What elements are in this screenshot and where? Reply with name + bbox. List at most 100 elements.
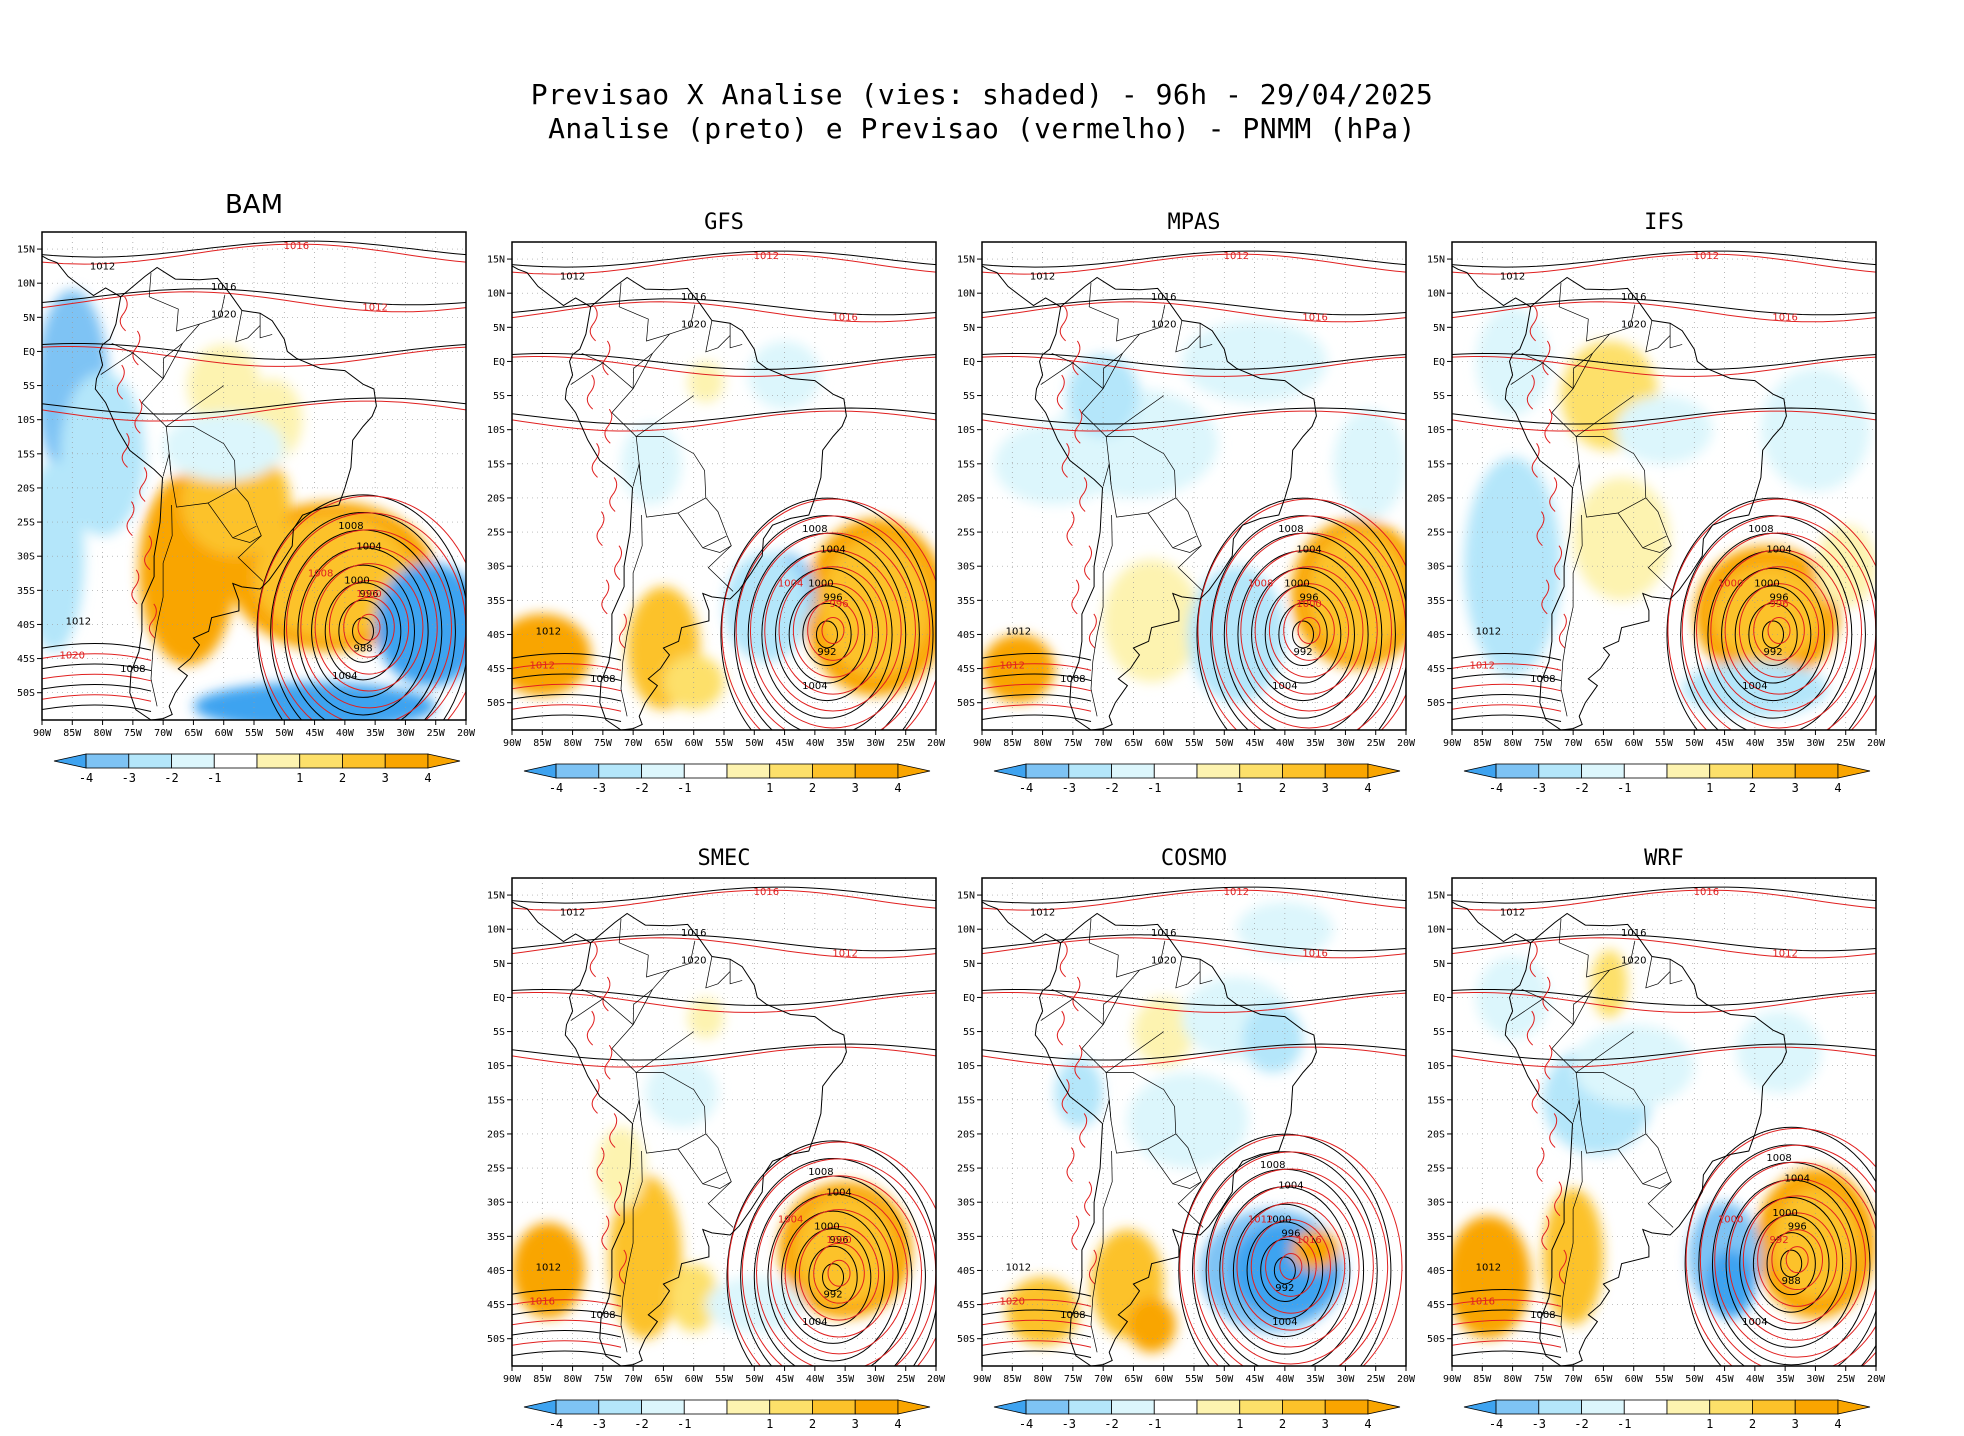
lat-label: 15S [1427, 459, 1445, 470]
colorbar-label: -2 [164, 771, 178, 785]
colorbar-label: -3 [1062, 781, 1076, 795]
lat-label: 20S [487, 493, 505, 504]
forecast-isobar [614, 1181, 623, 1217]
forecast-isobar-label: 1000 [1296, 599, 1321, 610]
lat-label: EQ [963, 357, 975, 368]
forecast-isobar [42, 346, 466, 367]
analysis-isobar [512, 714, 622, 723]
forecast-isobar [131, 569, 140, 605]
colorbar-label: -2 [634, 1417, 648, 1431]
coastline [1452, 265, 1531, 308]
isobar-label: 1004 [1766, 545, 1791, 556]
low-center-label: 992 [1293, 647, 1312, 658]
bias-area [42, 460, 85, 652]
lat-label: 40S [487, 1266, 505, 1277]
lat-label: 25S [957, 528, 975, 539]
lat-label: 20S [957, 1129, 975, 1140]
colorbar-swatch [1794, 763, 1839, 779]
figure-title-line1: Previsao X Analise (vies: shaded) - 96h … [530, 78, 1434, 111]
forecast-isobar [609, 477, 618, 512]
forecast-isobar [784, 1209, 894, 1338]
forecast-isobar [807, 600, 859, 661]
lat-label: 30S [487, 1198, 505, 1209]
lon-label: 90W [973, 1374, 992, 1385]
analysis-isobar [1452, 886, 1876, 904]
analysis-isobar [982, 1309, 1092, 1318]
country-border [1572, 1099, 1582, 1123]
colorbar-swatch [213, 753, 258, 769]
bias-area [512, 1222, 585, 1319]
forecast-isobar-label: 1016 [1694, 887, 1719, 898]
forecast-isobar [1056, 374, 1065, 410]
isobar-label: 1016 [681, 292, 706, 303]
coastline [982, 265, 1061, 308]
country-border [632, 989, 653, 1025]
analysis-isobar [788, 585, 866, 684]
lat-label: 15S [487, 1095, 505, 1106]
isobar-label: 996 [1770, 592, 1789, 603]
analysis-isobar [512, 1043, 936, 1061]
colorbar-swatch [1709, 1399, 1753, 1415]
isobar-label: 996 [823, 592, 842, 603]
isobar-label: 1000 [1772, 1208, 1797, 1219]
forecast-isobar [1071, 1215, 1080, 1251]
country-border [1558, 282, 1610, 342]
lon-label: 20W [927, 738, 946, 749]
lon-label: 80W [1034, 1374, 1053, 1385]
colorbar-swatch [128, 753, 172, 769]
lon-label: 75W [1064, 738, 1083, 749]
colorbar-label: 3 [852, 1417, 859, 1431]
lon-label: 60W [1155, 1374, 1174, 1385]
forecast-isobar [1542, 976, 1551, 1012]
forecast-isobar [827, 1259, 851, 1287]
analysis-isobar [1237, 550, 1369, 719]
lat-label: 25S [1427, 528, 1445, 539]
colorbar-label: 2 [1279, 1417, 1286, 1431]
isobar-label: 1004 [1742, 1317, 1767, 1328]
colorbar-label: -4 [1019, 1417, 1033, 1431]
isobar-label: 1012 [1030, 272, 1055, 283]
colorbar-swatch [1025, 763, 1070, 779]
country-border [570, 362, 604, 385]
lon-label: 80W [564, 1374, 583, 1385]
lon-label: 70W [1564, 1374, 1583, 1385]
forecast-isobar-label: 996 [1770, 599, 1789, 610]
analysis-isobar [982, 298, 1406, 316]
colorbar-label: -4 [1019, 781, 1033, 795]
forecast-isobar [144, 535, 153, 571]
forecast-isobar [982, 683, 1092, 692]
analysis-isobar [982, 886, 1406, 904]
forecast-isobar [1785, 1246, 1809, 1274]
isobar-label: 1012 [560, 272, 585, 283]
forecast-isobar [1452, 937, 1876, 959]
forecast-isobar-label: 1012 [362, 302, 387, 313]
lon-label: 30W [866, 738, 885, 749]
forecast-isobar [357, 613, 381, 641]
forecast-isobar-label: 1012 [754, 251, 779, 262]
lat-label: 40S [487, 630, 505, 641]
lat-label: 5S [493, 1027, 505, 1038]
lon-label: 25W [1367, 738, 1386, 749]
lon-label: 30W [1336, 1374, 1355, 1385]
forecast-isobar-label: 1012 [832, 948, 857, 959]
analysis-isobar [1292, 620, 1315, 649]
analysis-isobar [1191, 1151, 1378, 1366]
lon-label: 40W [806, 738, 825, 749]
isobar-label: 1016 [211, 282, 236, 293]
forecast-isobar [982, 937, 1406, 959]
country-border [1560, 514, 1583, 717]
forecast-isobar [1452, 253, 1876, 275]
country-border [1051, 988, 1104, 1025]
analysis-isobar [982, 1350, 1092, 1359]
lat-label: 10N [957, 925, 975, 936]
analysis-isobar [982, 407, 1406, 425]
analysis-isobar [1748, 602, 1798, 666]
isobar-label: 1016 [1151, 292, 1176, 303]
bias-area [687, 361, 724, 403]
lat-label: 5N [963, 323, 975, 334]
lon-label: 55W [1655, 1374, 1674, 1385]
lon-label: 85W [533, 738, 552, 749]
colorbar-swatch [769, 1399, 813, 1415]
forecast-isobar [1728, 1178, 1866, 1341]
bias-area [687, 997, 724, 1039]
